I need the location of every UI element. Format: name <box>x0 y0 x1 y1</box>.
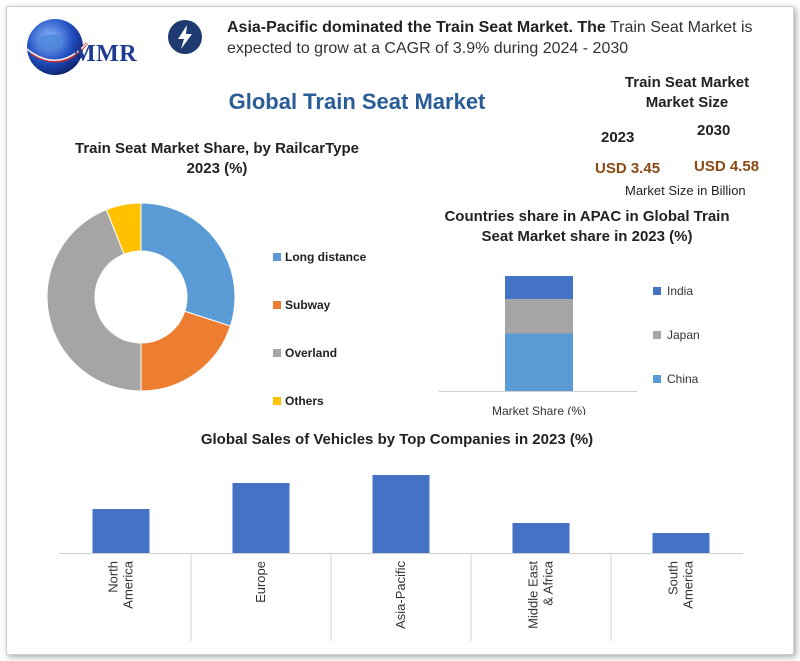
donut-slice-others <box>105 202 142 255</box>
sales-category-label-line: Middle East <box>526 561 541 629</box>
stacked-legend-item-japan: Japan <box>653 313 733 357</box>
sales-bar-chart: North America Europe Asia-Pacific Middle Eas… <box>59 475 743 641</box>
sales-bar-north-america <box>92 509 150 553</box>
sales-category-label-europe: Europe <box>253 561 268 603</box>
legend-label: Japan <box>667 328 700 342</box>
sales-category-label-line: & Africa <box>541 560 556 606</box>
sales-bar-south-america <box>652 533 710 553</box>
sales-category-label-line: Asia-Pacific <box>393 561 408 629</box>
legend-label: Long distance <box>285 250 367 264</box>
donut-slice-long-distance <box>140 202 236 327</box>
lightning-bolt-icon <box>167 19 203 55</box>
sales-category-label-line: South <box>666 561 681 595</box>
legend-swatch <box>273 397 281 405</box>
donut-legend: Long distance Subway Overland Others <box>273 233 393 425</box>
legend-label: Overland <box>285 346 338 360</box>
sales-category-label-line: America <box>681 560 696 608</box>
legend-label: India <box>667 284 694 298</box>
legend-swatch <box>273 253 281 261</box>
stacked-category-label: Market Share (%) <box>492 404 586 415</box>
legend-label: Others <box>285 394 324 408</box>
stacked-segment-japan <box>505 299 573 334</box>
sales-bar-europe <box>232 483 290 553</box>
stacked-title-line1: Countries share in APAC in Global Train <box>444 208 730 225</box>
legend-swatch <box>653 331 661 339</box>
sales-bar-middle-east-africa <box>512 523 570 553</box>
sales-category-label-asia-pacific: Asia-Pacific <box>393 561 408 629</box>
market-size-title-line1: Train Seat Market <box>624 74 750 91</box>
donut-legend-item-others: Others <box>273 377 393 425</box>
sales-category-label-middle-east-africa: Middle East & Africa <box>526 560 556 629</box>
stacked-segment-china <box>505 333 573 391</box>
sales-category-label-line: North <box>106 561 121 593</box>
globe-icon <box>26 19 90 75</box>
value-2030: USD 4.58 <box>694 158 760 175</box>
mmr-logo: MMR <box>23 13 153 83</box>
infographic-frame: MMR Asia-Pacific dominated the Train Sea… <box>6 6 794 655</box>
donut-title-line1: Train Seat Market Share, by RailcarType <box>74 140 359 157</box>
stacked-title-line2: Seat Market share in 2023 (%) <box>481 228 693 245</box>
main-title: Global Train Seat Market <box>228 89 486 114</box>
donut-legend-item-long-distance: Long distance <box>273 233 393 281</box>
value-2023: USD 3.45 <box>595 160 661 177</box>
donut-slice-overland <box>46 208 142 392</box>
sales-category-label-south-america: South America <box>666 560 696 608</box>
sales-bar-asia-pacific <box>372 475 430 553</box>
sales-chart-title: Global Sales of Vehicles by Top Companie… <box>200 431 594 448</box>
year-2030: 2030 <box>697 122 731 139</box>
donut-chart-title: Train Seat Market Share, by RailcarType … <box>57 139 377 179</box>
headline-bold: Asia-Pacific dominated the Train Seat Ma… <box>227 19 573 36</box>
stacked-bar-chart: Market Share (%) <box>439 276 637 415</box>
legend-label: Subway <box>285 298 331 312</box>
sales-category-label-line: America <box>121 560 136 608</box>
market-size-title: Train Seat Market Market Size <box>607 73 767 113</box>
market-size-unit: Market Size in Billion <box>625 183 746 198</box>
stacked-legend-item-india: India <box>653 269 733 313</box>
sales-category-label-north-america: North America <box>106 560 136 608</box>
logo-text: MMR <box>73 41 138 67</box>
legend-swatch <box>273 301 281 309</box>
headline-rest: Train Seat Market is expected to grow at… <box>227 19 753 57</box>
legend-swatch <box>273 349 281 357</box>
legend-label: China <box>667 372 699 386</box>
donut-legend-item-overland: Overland <box>273 329 393 377</box>
legend-swatch <box>653 287 661 295</box>
market-size-title-line2: Market Size <box>645 94 729 111</box>
stacked-legend: India Japan China <box>653 269 733 386</box>
stacked-chart-title: Countries share in APAC in Global Train … <box>437 207 737 247</box>
donut-title-line2: 2023 (%) <box>186 160 248 177</box>
year-2023: 2023 <box>601 129 635 146</box>
stacked-segment-india <box>505 276 573 299</box>
donut-slice-subway <box>140 310 232 392</box>
legend-swatch <box>653 375 661 383</box>
donut-chart <box>46 202 236 392</box>
donut-legend-item-subway: Subway <box>273 281 393 329</box>
headline: Asia-Pacific dominated the Train Seat Ma… <box>227 17 787 59</box>
stacked-legend-item-china: China <box>653 357 733 401</box>
sales-category-label-line: Europe <box>253 561 268 603</box>
headline-rest-bold: The <box>577 19 606 36</box>
